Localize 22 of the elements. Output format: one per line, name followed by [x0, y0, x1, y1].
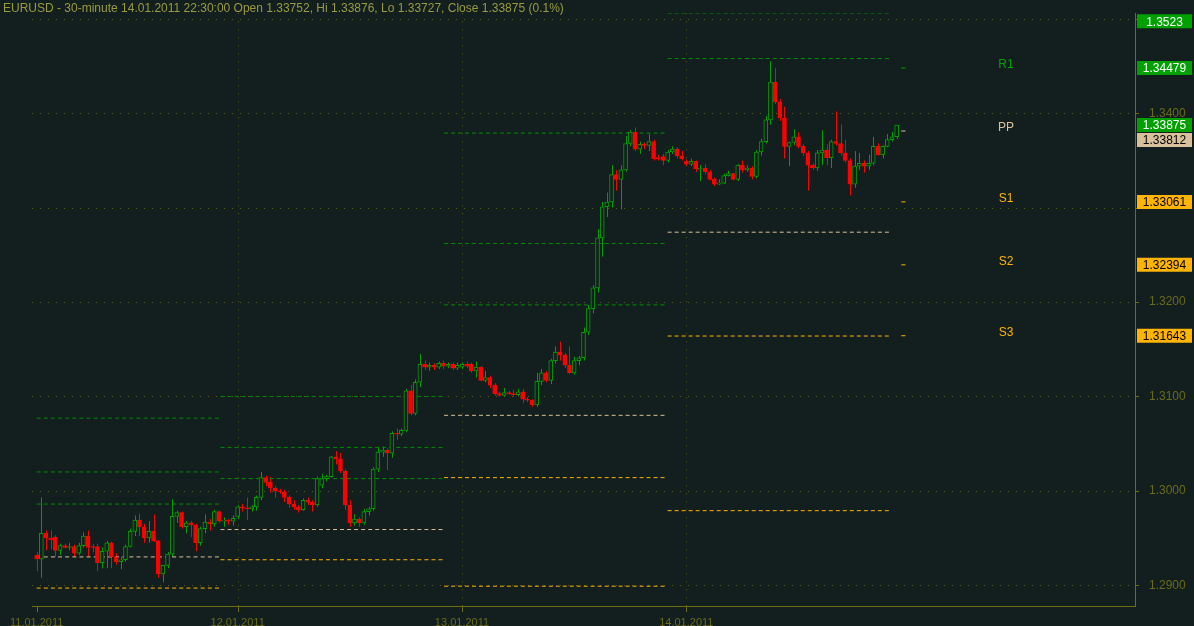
text: 1.34479: [1142, 61, 1187, 76]
y-tick-label: 1.2900: [1149, 577, 1187, 592]
y-tick-label: 1.3000: [1149, 483, 1187, 498]
text: PP: [997, 120, 1014, 135]
x-tick-label: 13.01.2011: [434, 615, 490, 626]
chart-title: EURUSD - 30-minute 14.01.2011 22:30:00 Open 1.33752, Hi 1.33876, Lo 1.33727, Close 1.33875 (0.1%): [3, 1, 564, 16]
text: 1.3523: [1146, 14, 1184, 29]
text: 1.33061: [1142, 195, 1187, 210]
text: 1.33875: [1142, 118, 1187, 133]
y-tick-label: 1.3200: [1149, 294, 1187, 309]
text: 1.33812: [1142, 133, 1187, 148]
text: S1: [998, 191, 1014, 206]
y-tick-label: 1.3400: [1149, 105, 1187, 120]
text: S2: [998, 254, 1014, 269]
text: 1.31643: [1142, 329, 1187, 344]
x-tick-label: 12.01.2011: [210, 615, 265, 626]
y-tick-label: 1.3100: [1149, 388, 1187, 403]
x-tick-label: 11.01.2011: [9, 615, 64, 626]
text: 1.32394: [1142, 258, 1187, 273]
text: R1: [998, 57, 1014, 72]
x-tick-label: 14.01.2011: [659, 615, 714, 626]
text: S3: [998, 325, 1014, 340]
